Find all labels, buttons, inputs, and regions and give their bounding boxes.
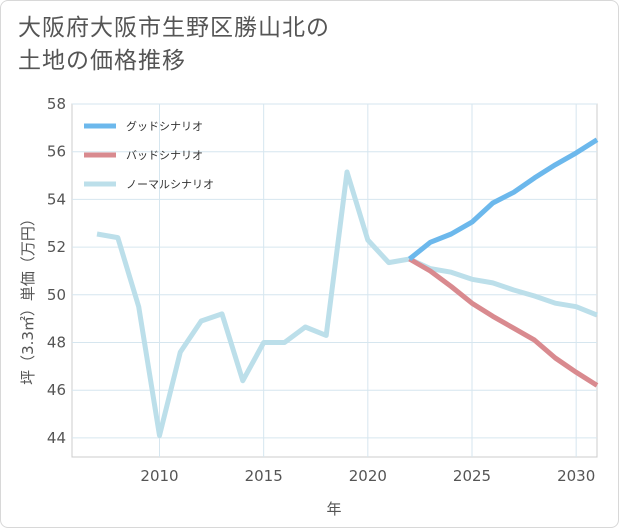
y-tick-label-46: 46 <box>47 381 66 399</box>
x-tick-label-2010: 2010 <box>140 467 178 485</box>
series-layer <box>96 137 599 438</box>
series-line-normal <box>96 169 598 438</box>
chart-title-line-1: 大阪府大阪市生野区勝山北の <box>18 15 330 41</box>
y-tick-label-50: 50 <box>47 286 66 304</box>
y-tick-label-48: 48 <box>47 334 66 352</box>
y-tick-label-56: 56 <box>47 143 66 161</box>
y-axis-title: 坪（3.3㎡）単価（万円） <box>19 211 37 385</box>
x-tick-label-2020: 2020 <box>349 467 387 485</box>
y-tick-label-58: 58 <box>47 95 66 113</box>
y-tick-label-54: 54 <box>47 190 66 208</box>
x-axis-title: 年 <box>326 500 341 518</box>
y-tick-label-44: 44 <box>47 429 66 447</box>
series-line-good <box>407 137 599 261</box>
legend: グッドシナリオ バッドシナリオ ノーマルシナリオ <box>84 119 214 191</box>
legend-label-good: グッドシナリオ <box>126 119 203 133</box>
x-tick-label-2025: 2025 <box>453 467 491 485</box>
chart-title-line-2: 土地の価格推移 <box>18 48 186 74</box>
series-line-bad <box>408 256 599 388</box>
x-tick-label-2030: 2030 <box>557 467 595 485</box>
legend-label-normal: ノーマルシナリオ <box>126 178 214 191</box>
chart-title: 大阪府大阪市生野区勝山北の 土地の価格推移 <box>18 12 330 78</box>
x-tick-label-2015: 2015 <box>245 467 283 485</box>
tick-layer: 2010 2015 2020 2025 2030 44 46 48 50 52 54 56 58 <box>47 95 595 485</box>
legend-label-bad: バッドシナリオ <box>126 149 203 162</box>
grid-layer <box>72 103 597 457</box>
y-tick-label-52: 52 <box>47 238 66 256</box>
